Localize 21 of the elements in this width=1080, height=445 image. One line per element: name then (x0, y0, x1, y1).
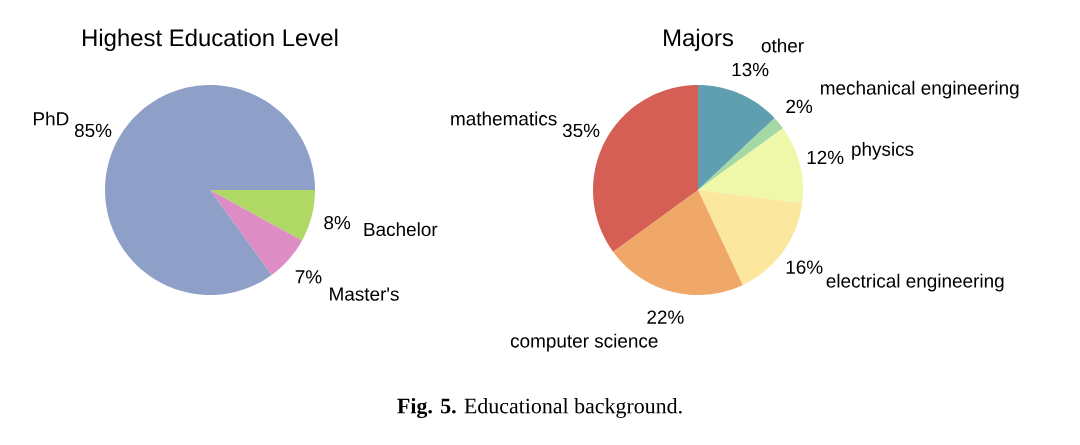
data-label: 12% (807, 150, 844, 165)
text: Fig. 5. Educational background. (397, 398, 682, 419)
data-label: 7% (295, 270, 322, 284)
data-label: 85% (74, 123, 112, 138)
data-label: 8% (324, 215, 351, 230)
chart-title: Majors (664, 28, 734, 51)
data-label: 22% (647, 310, 684, 324)
slice-label: electrical engineering (826, 273, 1004, 292)
slice-label: other (761, 38, 804, 53)
slice-label: physics (852, 142, 914, 160)
data-label: 13% (732, 62, 769, 77)
data-label: 2% (786, 99, 813, 114)
slice-label: PhD (34, 111, 69, 126)
slice-label: computer science (510, 333, 658, 352)
data-label: 16% (786, 260, 823, 274)
slice-label: mathematics (451, 111, 557, 126)
data-label: 35% (562, 123, 600, 138)
slice-label: Bachelor (364, 222, 438, 237)
slice-label: mechanical engineering (821, 80, 1019, 99)
chart-title: Highest Education Level (83, 28, 338, 51)
slice-label: Master's (330, 287, 399, 301)
